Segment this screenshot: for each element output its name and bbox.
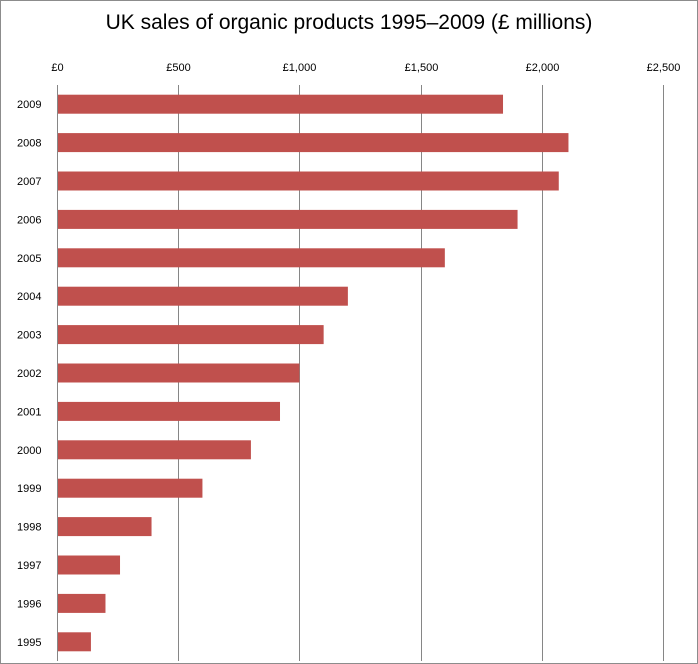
bar-2006 — [57, 209, 518, 229]
y-category-label: 2008 — [17, 138, 41, 150]
bar-layer — [57, 94, 569, 652]
y-category-layer: 2009 2008 2007 2006 2005 2004 2003 2002 2001 2000… — [17, 99, 41, 649]
bar-2004 — [57, 286, 348, 306]
bar-1995 — [57, 632, 91, 652]
x-tick-label: £1,000 — [283, 62, 317, 74]
bar-2002 — [57, 363, 300, 383]
y-category-label: 2000 — [17, 445, 41, 457]
x-tick-label: £0 — [51, 62, 63, 74]
y-category-label: 2003 — [17, 330, 41, 342]
y-category-label: 1995 — [17, 637, 41, 649]
y-category-label: 1999 — [17, 483, 41, 495]
bar-2005 — [57, 248, 445, 268]
bar-1996 — [57, 593, 106, 613]
y-category-label: 2007 — [17, 176, 41, 188]
y-category-label: 2005 — [17, 253, 41, 265]
x-tick-layer: £0 £500 £1,000 £1,500 £2,000 £2,500 — [51, 62, 680, 74]
x-tick-label: £2,500 — [647, 62, 681, 74]
chart-title: UK sales of organic products 1995–2009 (… — [105, 11, 593, 34]
x-tick-label: £1,500 — [405, 62, 439, 74]
bar-1998 — [57, 517, 152, 537]
y-category-label: 2002 — [17, 368, 41, 380]
y-category-label: 2009 — [17, 99, 41, 111]
bar-1999 — [57, 478, 203, 498]
x-tick-label: £500 — [166, 62, 190, 74]
bar-2003 — [57, 325, 324, 345]
bar-2000 — [57, 440, 251, 460]
y-category-label: 1998 — [17, 522, 41, 534]
bar-2008 — [57, 133, 569, 153]
y-category-label: 1997 — [17, 560, 41, 572]
bar-2007 — [57, 171, 559, 191]
bar-2001 — [57, 401, 281, 421]
x-tick-label: £2,000 — [526, 62, 560, 74]
y-category-label: 2004 — [17, 291, 41, 303]
y-category-label: 2006 — [17, 214, 41, 226]
y-category-label: 1996 — [17, 598, 41, 610]
bar-2009 — [57, 94, 504, 114]
bar-1997 — [57, 555, 121, 575]
y-category-label: 2001 — [17, 406, 41, 418]
